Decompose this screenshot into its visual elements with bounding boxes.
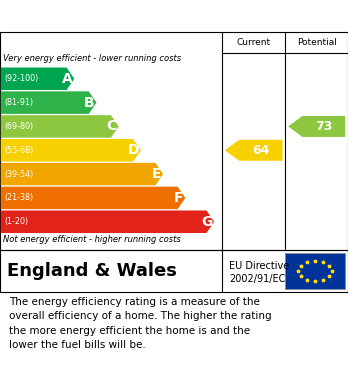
Text: F: F xyxy=(174,191,183,205)
Text: C: C xyxy=(107,119,117,133)
Polygon shape xyxy=(1,210,214,233)
Text: 73: 73 xyxy=(315,120,332,133)
Text: EU Directive: EU Directive xyxy=(229,261,289,271)
Text: Very energy efficient - lower running costs: Very energy efficient - lower running co… xyxy=(3,54,182,63)
Text: (1-20): (1-20) xyxy=(4,217,28,226)
Polygon shape xyxy=(1,139,141,161)
Text: G: G xyxy=(201,215,212,229)
Text: Potential: Potential xyxy=(297,38,337,47)
Text: (92-100): (92-100) xyxy=(4,74,38,83)
Polygon shape xyxy=(288,116,345,137)
Polygon shape xyxy=(1,115,119,138)
Text: A: A xyxy=(62,72,72,86)
Bar xyxy=(285,253,345,289)
Text: Not energy efficient - higher running costs: Not energy efficient - higher running co… xyxy=(3,235,181,244)
Text: (81-91): (81-91) xyxy=(4,98,33,107)
Text: B: B xyxy=(84,96,95,109)
Polygon shape xyxy=(1,91,96,114)
Polygon shape xyxy=(1,68,74,90)
Text: Current: Current xyxy=(237,38,271,47)
Text: (69-80): (69-80) xyxy=(4,122,33,131)
Text: D: D xyxy=(128,143,139,157)
Text: (55-68): (55-68) xyxy=(4,146,33,155)
Polygon shape xyxy=(225,140,283,161)
Text: 2002/91/EC: 2002/91/EC xyxy=(229,274,285,284)
Text: England & Wales: England & Wales xyxy=(7,262,177,280)
Polygon shape xyxy=(1,163,163,185)
Text: The energy efficiency rating is a measure of the
overall efficiency of a home. T: The energy efficiency rating is a measur… xyxy=(9,297,271,350)
Text: 64: 64 xyxy=(252,144,270,157)
Text: (21-38): (21-38) xyxy=(4,194,33,203)
Text: (39-54): (39-54) xyxy=(4,170,33,179)
Text: E: E xyxy=(152,167,161,181)
Text: Energy Efficiency Rating: Energy Efficiency Rating xyxy=(9,9,219,23)
Polygon shape xyxy=(1,187,185,209)
